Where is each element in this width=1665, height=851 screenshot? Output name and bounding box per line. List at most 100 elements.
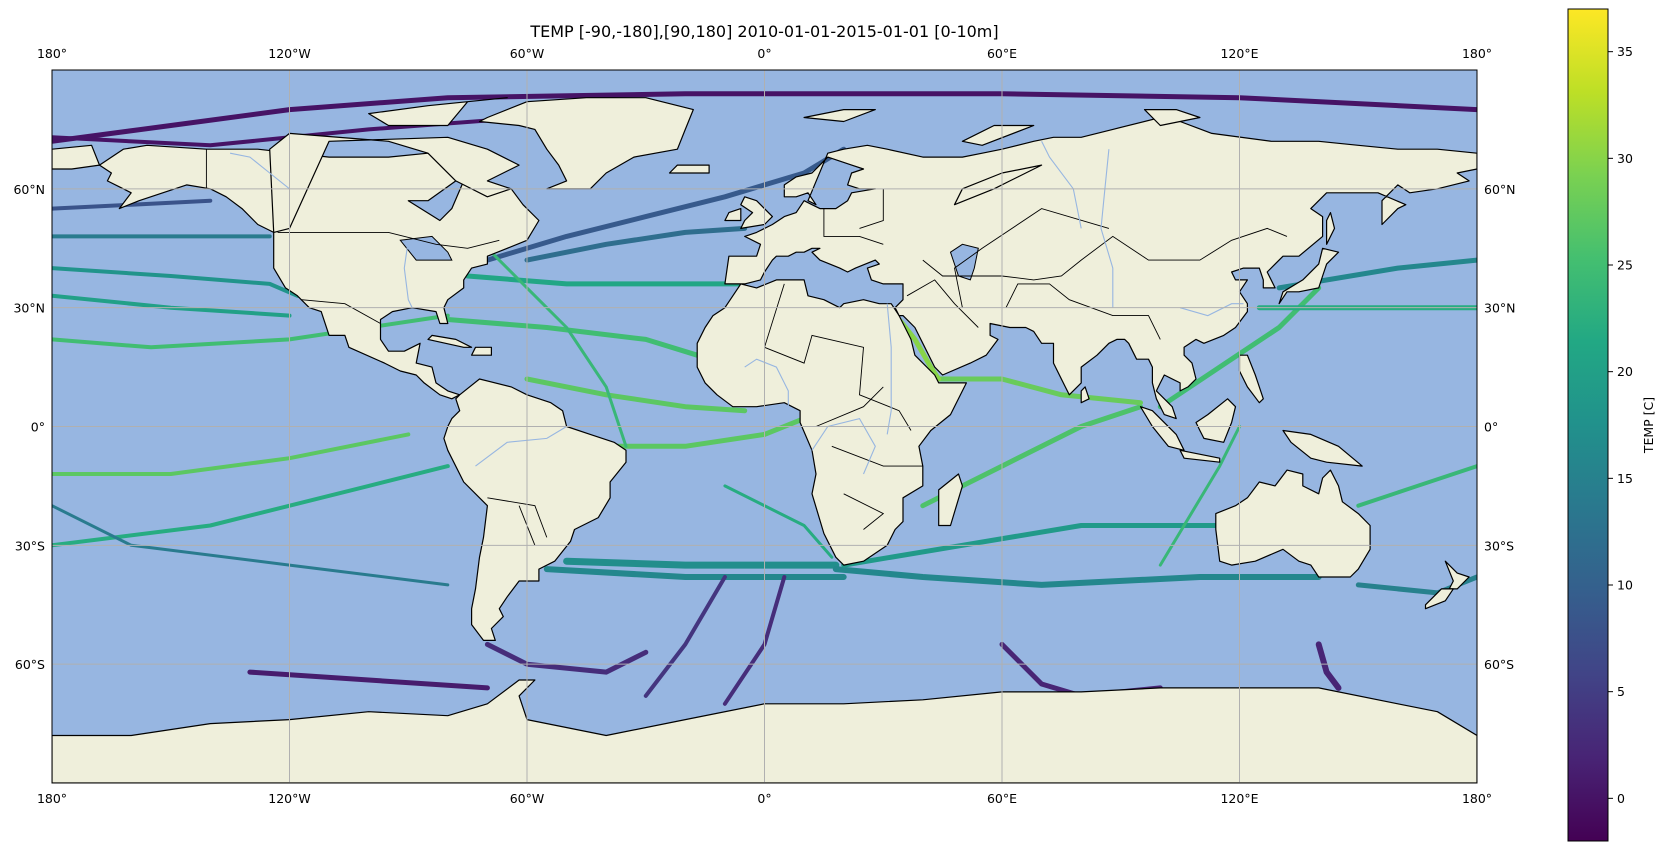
track-33	[52, 198, 213, 211]
border-14	[906, 279, 979, 328]
colorbar-tick-label-5: 25	[1617, 258, 1633, 273]
lat-label-right-4: 60°S	[1484, 657, 1514, 672]
lat-label-right-2: 0°	[1484, 420, 1498, 435]
landmass-0	[98, 144, 540, 400]
lon-label-top-4: 60°E	[987, 46, 1017, 61]
colorbar-tick-label-7: 35	[1617, 44, 1633, 59]
track-30	[52, 504, 450, 587]
lake-0	[399, 235, 453, 261]
lat-label-left-0: 60°N	[13, 182, 45, 197]
lat-label-left-4: 60°S	[15, 657, 45, 672]
colorbar-tick-label-0: 0	[1617, 791, 1625, 806]
border-3	[487, 497, 548, 538]
landmass-9	[938, 473, 963, 527]
border-5	[763, 283, 912, 431]
lat-label-right-1: 30°N	[1484, 301, 1516, 316]
river-5	[1041, 141, 1082, 229]
border-10	[922, 227, 1288, 281]
lon-label-bottom-4: 60°E	[987, 791, 1017, 806]
border-7	[843, 493, 885, 530]
river-0	[403, 240, 413, 308]
colorbar-tick-label-4: 20	[1617, 364, 1633, 379]
lon-label-bottom-6: 180°	[1462, 791, 1492, 806]
track-17	[841, 523, 1223, 568]
colorbar: 0 5 10 15 20 25 30 35 TEMP [C]	[1567, 8, 1656, 842]
landmass-12	[1179, 449, 1221, 463]
landmass-14	[1282, 429, 1363, 467]
landmass-27	[961, 124, 1035, 146]
map-panel: 180° 180° 120°W 120°W 60°W 60°W 0° 0° 60°E 60°E 12…	[13, 46, 1515, 806]
landmass-3	[724, 116, 1477, 420]
map-frame	[51, 69, 1478, 784]
lon-label-top-6: 180°	[1462, 46, 1492, 61]
track-12	[524, 376, 748, 414]
lat-label-right-3: 30°S	[1484, 538, 1514, 553]
landmass-25	[1143, 109, 1201, 127]
landmass-16	[1424, 588, 1454, 610]
landmass-23	[1080, 386, 1090, 404]
river-3	[744, 358, 789, 407]
river-2	[886, 303, 892, 435]
track-24	[484, 641, 649, 675]
lon-label-top-0: 180°	[37, 46, 67, 61]
track-27	[1315, 641, 1342, 691]
landmass-1	[443, 378, 627, 641]
landmass-18	[724, 208, 742, 222]
colorbar-tick-label-3: 15	[1617, 471, 1633, 486]
river-6	[1100, 149, 1114, 308]
track-8	[52, 432, 411, 476]
landmass-15	[1444, 560, 1470, 590]
border-9	[823, 208, 884, 245]
track-19	[932, 376, 1143, 406]
track-14	[563, 557, 840, 569]
colorbar-ticks: 0 5 10 15 20 25 30 35	[1608, 44, 1633, 806]
border-8	[815, 386, 884, 427]
border-11	[1005, 283, 1161, 340]
track-0	[52, 91, 1477, 144]
lon-label-top-5: 120°E	[1220, 46, 1258, 61]
landmass-21	[471, 346, 492, 356]
track-15	[543, 566, 847, 580]
border-6	[831, 445, 923, 467]
landmass-29	[1326, 212, 1336, 245]
colorbar-tick-label-6: 30	[1617, 151, 1633, 166]
colorbar-label: TEMP [C]	[1641, 397, 1656, 454]
track-5	[52, 266, 300, 298]
map-title: TEMP [-90,-180],[90,180] 2010-01-01-2015…	[530, 22, 999, 41]
colorbar-gradient	[1567, 8, 1609, 842]
lon-label-top-3: 0°	[757, 46, 771, 61]
track-35	[1158, 425, 1241, 567]
border-13	[859, 188, 884, 229]
lon-label-bottom-1: 120°W	[268, 791, 310, 806]
border-2	[301, 299, 381, 324]
lat-label-right-0: 60°N	[1484, 182, 1516, 197]
border-12	[954, 208, 1110, 308]
lat-label-left-3: 30°S	[15, 538, 45, 553]
river-8	[229, 152, 290, 190]
track-34	[723, 484, 834, 559]
lat-label-left-2: 0°	[31, 420, 45, 435]
lon-label-top-2: 60°W	[510, 46, 545, 61]
graticule	[52, 70, 1477, 783]
tick-labels: 180° 180° 120°W 120°W 60°W 60°W 0° 0° 60°E 60°E 12…	[13, 46, 1515, 806]
landmass-10	[1278, 247, 1340, 305]
river-7	[1179, 303, 1244, 317]
river-4	[811, 417, 876, 475]
track-2	[484, 146, 847, 263]
lon-label-bottom-3: 0°	[757, 791, 771, 806]
track-36	[1356, 464, 1477, 508]
landmass-28	[368, 97, 508, 127]
lat-label-left-1: 30°N	[13, 301, 45, 316]
landmass-20	[427, 334, 473, 348]
landmass-24	[52, 144, 101, 170]
landmass-5	[1215, 469, 1371, 578]
landmass-19	[668, 164, 710, 174]
landmass-26	[803, 109, 876, 123]
track-11	[445, 317, 700, 358]
landmass-13	[1195, 398, 1237, 443]
lon-label-bottom-5: 120°E	[1220, 791, 1258, 806]
landmass-6	[478, 97, 694, 190]
lon-label-bottom-0: 180°	[37, 791, 67, 806]
colorbar-tick-label-2: 10	[1617, 578, 1633, 593]
